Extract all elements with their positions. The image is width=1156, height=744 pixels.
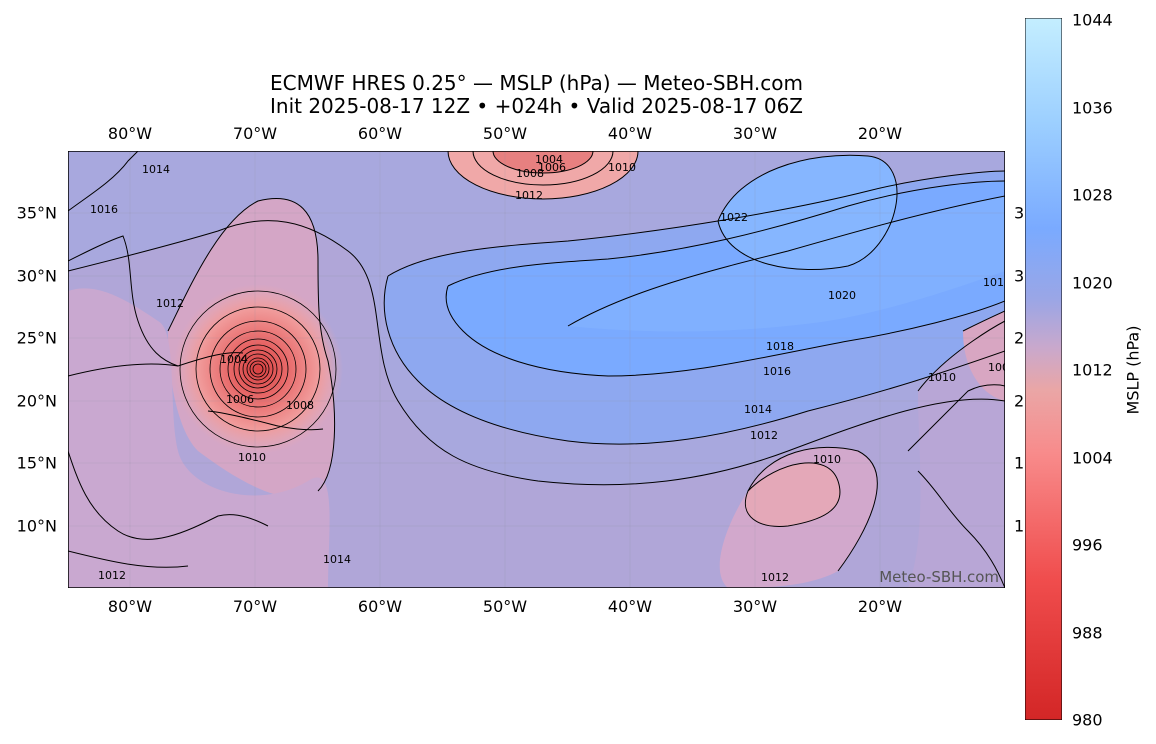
isobar-lines (68, 151, 1005, 572)
lon-tick-bottom: 70°W (232, 597, 278, 616)
lon-tick-top: 80°W (107, 124, 153, 143)
svg-text:1012: 1012 (983, 276, 1005, 289)
lon-tick-bottom: 20°W (857, 597, 903, 616)
colorbar-tick: 1036 (1072, 98, 1113, 118)
colorbar-tick: 1004 (1072, 448, 1113, 468)
colorbar-tick: 1012 (1072, 360, 1113, 380)
lat-tick-right: 2 (1014, 328, 1025, 348)
lon-tick-top: 30°W (732, 124, 778, 143)
svg-text:1010: 1010 (928, 371, 956, 384)
svg-text:1008: 1008 (286, 399, 314, 412)
svg-text:1014: 1014 (744, 403, 772, 416)
svg-text:1022: 1022 (720, 211, 748, 224)
svg-text:1016: 1016 (763, 365, 791, 378)
northern-low (448, 151, 638, 199)
svg-text:1012: 1012 (761, 571, 789, 584)
lat-tick: 35°N (16, 203, 57, 223)
svg-text:1006: 1006 (538, 161, 566, 174)
lon-tick-bottom: 30°W (732, 597, 778, 616)
colorbar-tick: 996 (1072, 535, 1103, 555)
svg-text:1010: 1010 (238, 451, 266, 464)
watermark: Meteo-SBH.com (879, 568, 999, 586)
lat-tick-right: 1 (1014, 516, 1025, 536)
colorbar-tick: 1044 (1072, 10, 1113, 30)
colorbar-tick: 988 (1072, 623, 1103, 643)
colorbar (1025, 18, 1062, 720)
lon-tick-top: 50°W (482, 124, 528, 143)
lon-tick-bottom: 80°W (107, 597, 153, 616)
lat-tick: 30°N (16, 266, 57, 286)
svg-text:1018: 1018 (766, 340, 794, 353)
lon-tick-top: 40°W (607, 124, 653, 143)
lon-tick-top: 20°W (857, 124, 903, 143)
graticule (68, 151, 1005, 588)
lat-tick-right: 3 (1014, 203, 1025, 223)
contour-labels: 1014 1016 1004 1006 1008 1010 1012 1022 … (90, 153, 1005, 584)
coastlines (68, 151, 1005, 588)
svg-text:1012: 1012 (515, 189, 543, 202)
svg-text:1008: 1008 (988, 361, 1005, 374)
lon-tick-top: 70°W (232, 124, 278, 143)
colorbar-tick: 1020 (1072, 273, 1113, 293)
svg-text:1016: 1016 (90, 203, 118, 216)
colorbar-label: MSLP (hPa) (1123, 325, 1143, 415)
svg-text:1008: 1008 (516, 167, 544, 180)
svg-text:1006: 1006 (226, 393, 254, 406)
svg-text:1012: 1012 (98, 569, 126, 582)
svg-text:1004: 1004 (220, 353, 248, 366)
high-pressure-center (718, 155, 897, 270)
hurricane-low (173, 284, 343, 454)
lat-tick-right: 3 (1014, 266, 1025, 286)
lat-tick-right: 1 (1014, 453, 1025, 473)
lat-tick: 20°N (16, 391, 57, 411)
pressure-map[interactable]: 1014 1016 1004 1006 1008 1010 1012 1022 … (68, 151, 1005, 588)
lat-tick: 25°N (16, 328, 57, 348)
svg-text:1004: 1004 (535, 153, 563, 166)
map-title-line1: ECMWF HRES 0.25° — MSLP (hPa) — Meteo-SB… (270, 71, 803, 95)
svg-text:1010: 1010 (813, 453, 841, 466)
colorbar-gradient (1025, 18, 1062, 720)
lon-tick-bottom: 50°W (482, 597, 528, 616)
hurricane-isobars (179, 290, 337, 448)
lat-tick-right: 2 (1014, 391, 1025, 411)
svg-text:1010: 1010 (608, 161, 636, 174)
svg-text:1012: 1012 (156, 297, 184, 310)
svg-text:1012: 1012 (750, 429, 778, 442)
lat-tick: 10°N (16, 516, 57, 536)
svg-text:1014: 1014 (323, 553, 351, 566)
lon-tick-bottom: 60°W (357, 597, 403, 616)
svg-text:1014: 1014 (142, 163, 170, 176)
svg-text:1020: 1020 (828, 289, 856, 302)
lon-tick-top: 60°W (357, 124, 403, 143)
lon-tick-bottom: 40°W (607, 597, 653, 616)
lat-tick: 15°N (16, 453, 57, 473)
colorbar-tick: 1028 (1072, 185, 1113, 205)
map-title-line2: Init 2025-08-17 12Z • +024h • Valid 2025… (270, 94, 803, 118)
colorbar-tick: 980 (1072, 710, 1103, 730)
